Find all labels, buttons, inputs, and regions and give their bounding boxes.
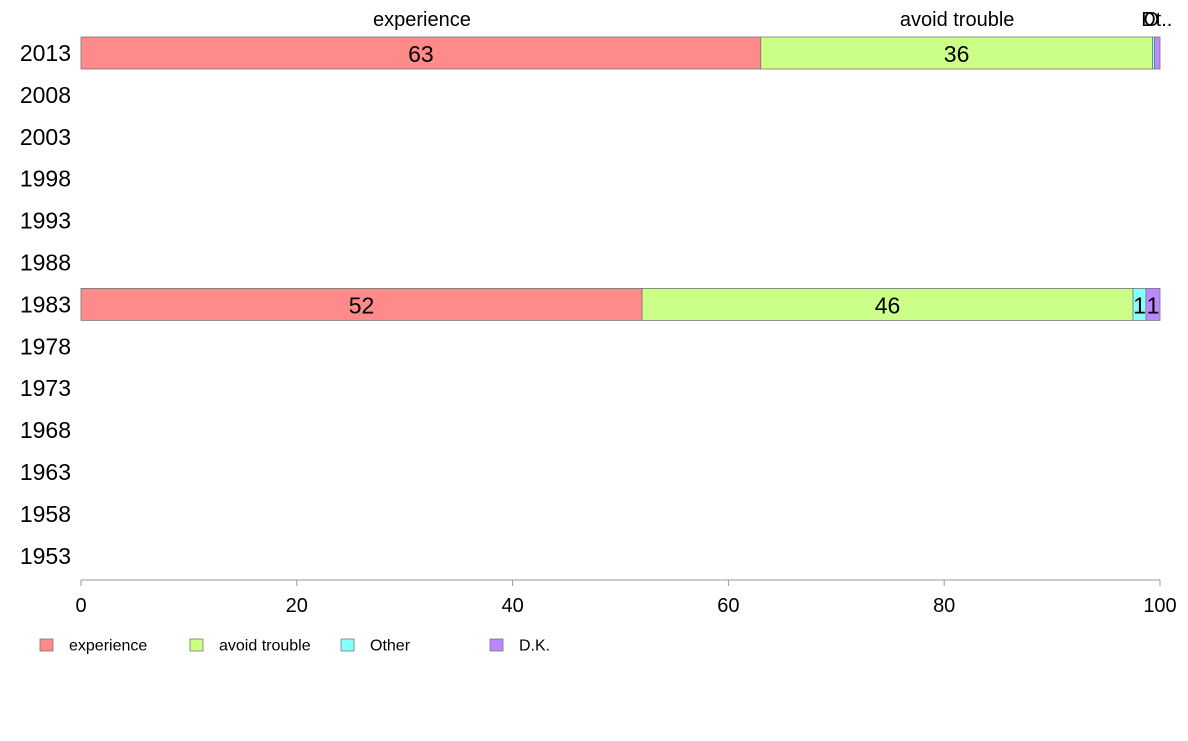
bars: 63 36 52 46 1 1 <box>80 36 1161 321</box>
legend-item: D.K. <box>489 638 550 655</box>
x-tick-label: 60 <box>717 595 739 617</box>
y-tick-label: 2008 <box>20 82 71 108</box>
top-category-label: experience <box>373 9 471 31</box>
legend-swatch <box>489 638 504 652</box>
bar-row: 63 36 <box>80 36 1161 70</box>
legend-label: Other <box>370 638 411 655</box>
y-tick-label: 1993 <box>20 208 71 234</box>
y-tick-label: 2013 <box>20 40 71 66</box>
x-tick-label: 100 <box>1143 595 1176 617</box>
x-tick-label: 40 <box>501 595 523 617</box>
x-axis: 0 20 40 60 80 100 <box>75 579 1177 617</box>
x-tick-label: 80 <box>933 595 955 617</box>
top-category-label: O <box>1144 9 1160 31</box>
data-label: 46 <box>875 292 901 318</box>
bar-segment <box>1145 287 1161 321</box>
y-tick-label: 1973 <box>20 375 71 401</box>
legend-item: Other <box>340 638 411 655</box>
y-tick-label: 1978 <box>20 333 71 359</box>
top-category-labels: experience avoid trouble ODt.. <box>373 9 1172 31</box>
y-tick-label: 1963 <box>20 459 71 485</box>
x-tick-label: 20 <box>286 595 308 617</box>
legend-swatch <box>340 638 355 652</box>
y-tick-label: 1953 <box>20 543 71 569</box>
legend-swatch <box>189 638 204 652</box>
bar-segment <box>641 287 1134 321</box>
data-label: 52 <box>349 292 375 318</box>
y-tick-label: 1983 <box>20 291 71 317</box>
x-tick-label: 0 <box>75 595 86 617</box>
data-label: 63 <box>408 41 434 67</box>
top-category-label: Dt.. <box>1141 9 1172 31</box>
data-label: 36 <box>944 41 970 67</box>
y-tick-label: 1998 <box>20 166 71 192</box>
legend: experience avoid trouble Other D.K. <box>39 638 550 655</box>
bar-row: 52 46 1 1 <box>80 287 1161 321</box>
legend-label: avoid trouble <box>219 638 311 655</box>
y-axis-labels: 2013 2008 2003 1998 1993 1988 1983 1978 1973 1968… <box>20 40 71 569</box>
legend-label: experience <box>69 638 147 655</box>
data-label: 1 <box>1133 292 1146 318</box>
legend-item: experience <box>39 638 147 655</box>
bar-segment <box>760 36 1153 70</box>
bar-segment <box>1154 36 1161 70</box>
top-category-label: avoid trouble <box>900 9 1015 31</box>
y-tick-label: 1958 <box>20 501 71 527</box>
legend-label: D.K. <box>519 638 550 655</box>
y-tick-label: 1968 <box>20 417 71 443</box>
legend-item: avoid trouble <box>189 638 311 655</box>
legend-swatch <box>39 638 54 652</box>
y-tick-label: 2003 <box>20 124 71 150</box>
y-tick-label: 1988 <box>20 250 71 276</box>
data-label: 1 <box>1147 292 1160 318</box>
bar-segment <box>80 287 643 321</box>
